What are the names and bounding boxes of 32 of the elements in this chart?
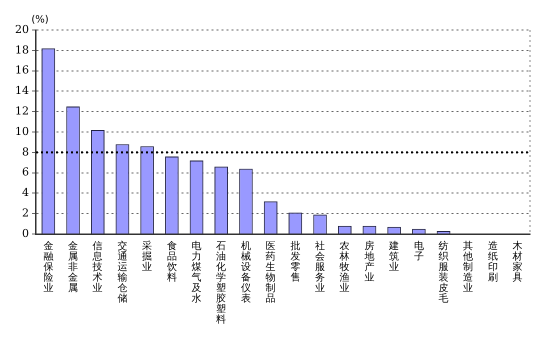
x-tick-label: 其他制造业 bbox=[463, 240, 474, 294]
y-tick-label: 18 bbox=[14, 43, 29, 56]
x-tick-label: 社会服务业 bbox=[315, 240, 326, 294]
y-axis-title: (%) bbox=[31, 14, 49, 26]
y-tick-label: 20 bbox=[14, 22, 29, 36]
y-tick-label: 16 bbox=[14, 64, 29, 77]
y-tick-label: 4 bbox=[22, 186, 29, 200]
x-tick-label: 电子 bbox=[414, 240, 424, 262]
x-tick-label: 金融保险业 bbox=[43, 240, 54, 294]
x-tick-label: 采掘业 bbox=[142, 240, 152, 273]
x-tick-label: 医药生物制品 bbox=[266, 240, 276, 304]
x-tick-label: 石油化学塑胶塑料 bbox=[216, 240, 226, 326]
x-tick-label: 食品饮料 bbox=[166, 240, 177, 284]
x-tick-label: 交通运输仓储 bbox=[117, 240, 128, 304]
x-tick-label: 农林牧渔业 bbox=[338, 240, 350, 294]
x-tick-label: 批发零售 bbox=[290, 240, 300, 284]
x-tick-label: 建筑业 bbox=[388, 240, 400, 273]
x-tick-label: 造纸印刷 bbox=[488, 240, 498, 284]
x-tick-label: 房地产业 bbox=[363, 240, 374, 284]
x-tick-label: 木材家具 bbox=[512, 240, 523, 284]
y-tick-label: 14 bbox=[14, 84, 29, 98]
y-tick-label: 6 bbox=[22, 166, 29, 179]
y-tick-label: 0 bbox=[22, 226, 29, 240]
x-tick-label: 电力煤气及水 bbox=[192, 240, 202, 304]
y-tick-label: 2 bbox=[22, 206, 29, 220]
x-tick-label: 机械设备仪表 bbox=[240, 240, 251, 304]
y-tick-label: 8 bbox=[22, 145, 29, 158]
y-tick-label: 10 bbox=[14, 124, 29, 138]
y-tick-label: 12 bbox=[14, 104, 29, 118]
x-tick-label: 信息技术业 bbox=[92, 240, 103, 294]
x-tick-label: 金属非金属 bbox=[68, 240, 78, 294]
x-tick-label: 纺织服装皮毛 bbox=[438, 240, 449, 304]
